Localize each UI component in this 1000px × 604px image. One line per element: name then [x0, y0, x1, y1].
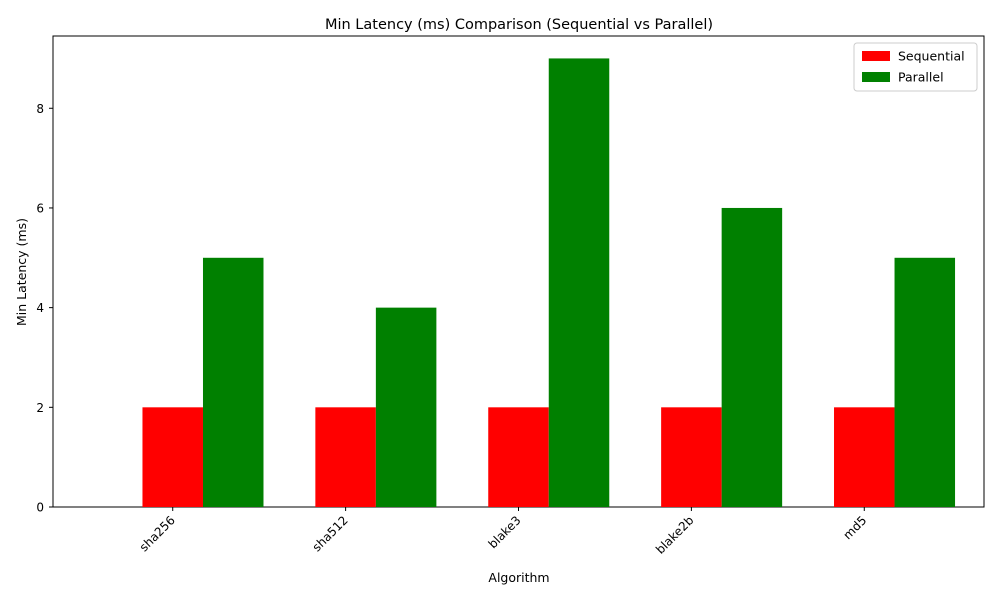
chart-title: Min Latency (ms) Comparison (Sequential … [325, 17, 713, 33]
y-tick-label: 0 [36, 501, 44, 515]
legend-label-parallel: Parallel [898, 70, 944, 85]
legend: Sequential Parallel [853, 42, 978, 92]
legend-swatch-parallel [862, 72, 890, 82]
y-tick-label: 8 [36, 102, 44, 116]
bar-parallel-sha512 [375, 307, 437, 507]
bar-sequential-sha256 [142, 407, 203, 507]
bars-group [142, 58, 956, 508]
y-tick-label: 6 [36, 201, 44, 215]
bar-sequential-blake2b [661, 407, 722, 507]
y-axis-label: Min Latency (ms) [14, 218, 29, 326]
bar-sequential-sha512 [315, 407, 376, 507]
y-tick-label: 4 [36, 301, 44, 315]
bar-parallel-blake3 [548, 58, 610, 508]
bar-parallel-sha256 [202, 257, 264, 507]
bar-sequential-md5 [834, 407, 895, 507]
bar-parallel-blake2b [721, 207, 783, 507]
x-axis-label: Algorithm [488, 570, 549, 585]
legend-swatch-sequential [862, 51, 890, 61]
bar-parallel-md5 [894, 257, 956, 507]
y-tick-label: 2 [36, 401, 44, 415]
bar-sequential-blake3 [488, 407, 549, 507]
legend-label-sequential: Sequential [898, 49, 965, 64]
y-axis: 0 2 4 6 8 [36, 102, 53, 515]
